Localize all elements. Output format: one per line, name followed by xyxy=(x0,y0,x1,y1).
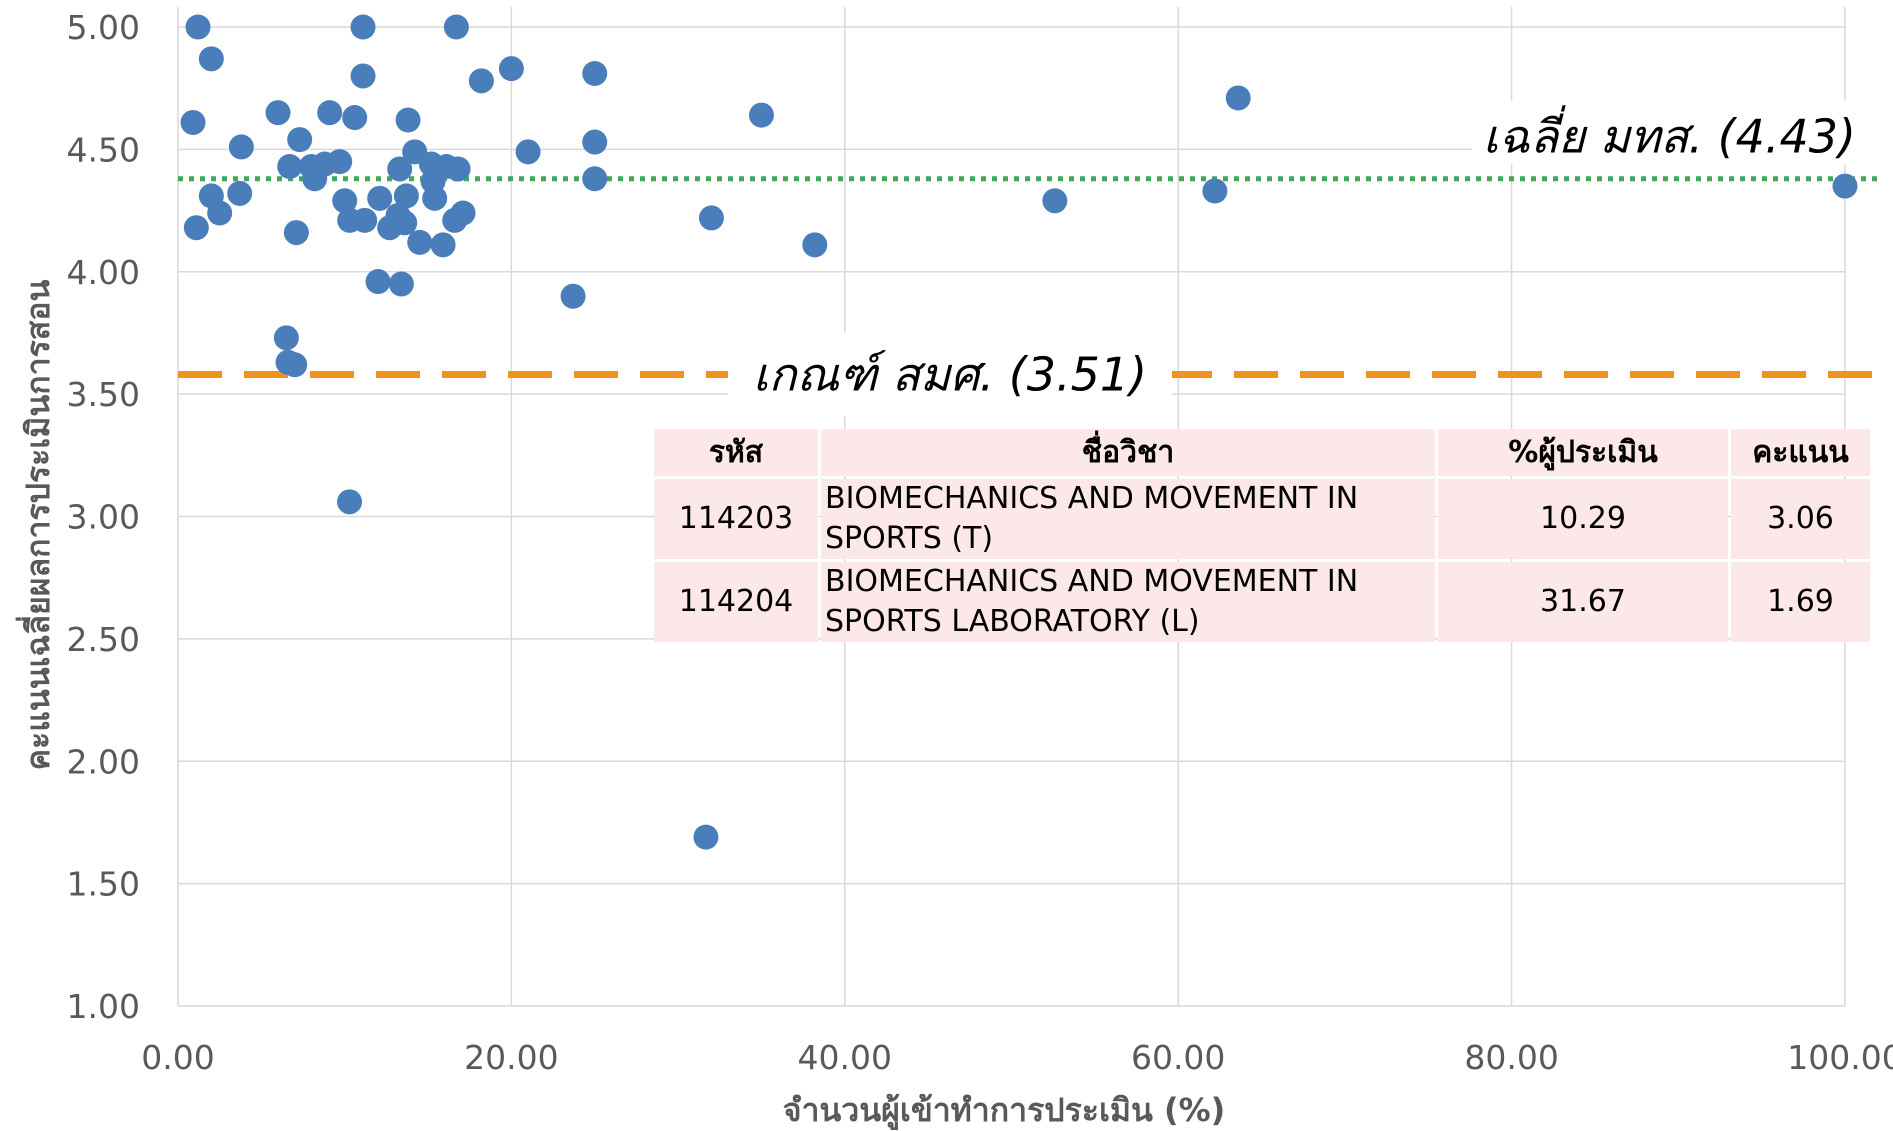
data-point xyxy=(228,134,254,160)
data-point xyxy=(1225,85,1251,111)
data-point xyxy=(227,180,253,206)
data-point xyxy=(317,100,343,126)
x-tick-label: 0.00 xyxy=(141,1038,214,1077)
data-point xyxy=(387,156,413,182)
data-point xyxy=(582,166,608,192)
data-point xyxy=(352,207,378,233)
data-point xyxy=(515,139,541,165)
data-point xyxy=(327,149,353,175)
data-point xyxy=(445,156,471,182)
cell-course-name: BIOMECHANICS AND MOVEMENT IN SPORTS (T) xyxy=(821,479,1435,559)
data-point xyxy=(395,107,421,133)
header-code: รหัส xyxy=(654,429,818,476)
data-point xyxy=(332,188,358,214)
table-header-row: รหัส ชื่อวิชา %ผู้ประเมิน คะแนน xyxy=(654,429,1870,476)
data-point xyxy=(748,102,774,128)
reference-lines: เฉลี่ย มทส. (4.43) เกณฑ์ สมศ. (3.51) xyxy=(178,100,1882,417)
data-point xyxy=(698,205,724,231)
data-point xyxy=(443,14,469,40)
data-point xyxy=(185,14,211,40)
data-point xyxy=(337,489,363,515)
cell-code: 114203 xyxy=(654,479,818,559)
data-point xyxy=(560,283,586,309)
x-tick-label: 80.00 xyxy=(1464,1038,1558,1077)
y-tick-label: 2.00 xyxy=(67,742,140,781)
x-tick-label: 60.00 xyxy=(1131,1038,1225,1077)
data-point xyxy=(1202,178,1228,204)
y-tick-label: 1.50 xyxy=(67,865,140,904)
cell-course-name: BIOMECHANICS AND MOVEMENT IN SPORTS LABO… xyxy=(821,562,1435,642)
data-point xyxy=(407,229,433,255)
data-point xyxy=(183,215,209,241)
axis-ticks: 1.00 1.50 2.00 2.50 3.00 3.50 4.00 4.50 5.00 0.00… xyxy=(67,8,1893,1077)
data-point xyxy=(1832,173,1858,199)
y-tick-label: 5.00 xyxy=(67,8,140,47)
x-axis-title: จำนวนผู้เข้าทำการประเมิน (%) xyxy=(783,1091,1226,1131)
y-tick-label: 4.50 xyxy=(67,130,140,169)
x-tick-label: 100.00 xyxy=(1787,1038,1893,1077)
data-point xyxy=(207,200,233,226)
data-point xyxy=(430,232,456,258)
data-points xyxy=(180,14,1858,850)
x-tick-label: 20.00 xyxy=(464,1038,558,1077)
y-tick-label: 4.00 xyxy=(67,253,140,292)
y-axis-title: คะแนนเฉลี่ยผลการประเมินการสอน xyxy=(15,280,57,771)
data-point xyxy=(282,352,308,378)
cell-score: 1.69 xyxy=(1731,562,1870,642)
data-point xyxy=(342,105,368,131)
cell-score: 3.06 xyxy=(1731,479,1870,559)
y-tick-label: 3.00 xyxy=(67,498,140,537)
cell-code: 114204 xyxy=(654,562,818,642)
data-point xyxy=(422,185,448,211)
data-point xyxy=(388,271,414,297)
data-point xyxy=(450,200,476,226)
criterion-label-background xyxy=(728,332,1172,417)
data-point xyxy=(1042,188,1068,214)
header-score: คะแนน xyxy=(1731,429,1870,476)
average-reference-label: เฉลี่ย มทส. (4.43) xyxy=(1483,105,1856,164)
table-row: 114203 BIOMECHANICS AND MOVEMENT IN SPOR… xyxy=(654,479,1870,559)
data-point xyxy=(198,46,224,72)
y-tick-label: 3.50 xyxy=(67,375,140,414)
data-point xyxy=(693,824,719,850)
average-label-background xyxy=(1472,100,1870,165)
data-point xyxy=(468,68,494,94)
data-point xyxy=(277,154,303,180)
y-tick-label: 2.50 xyxy=(67,620,140,659)
data-point xyxy=(582,61,608,87)
data-point xyxy=(350,14,376,40)
criterion-reference-label: เกณฑ์ สมศ. (3.51) xyxy=(753,348,1147,402)
x-tick-label: 40.00 xyxy=(798,1038,892,1077)
data-point xyxy=(393,183,419,209)
data-point xyxy=(283,220,309,246)
table-row: 114204 BIOMECHANICS AND MOVEMENT IN SPOR… xyxy=(654,562,1870,642)
data-point xyxy=(392,210,418,236)
data-point xyxy=(180,109,206,135)
header-percent: %ผู้ประเมิน xyxy=(1438,429,1728,476)
cell-percent: 10.29 xyxy=(1438,479,1728,559)
course-table-container: รหัส ชื่อวิชา %ผู้ประเมิน คะแนน 114203 B… xyxy=(651,426,1873,645)
cell-percent: 31.67 xyxy=(1438,562,1728,642)
data-point xyxy=(365,269,391,295)
y-tick-label: 1.00 xyxy=(67,987,140,1026)
data-point xyxy=(287,127,313,153)
data-point xyxy=(273,325,299,351)
data-point xyxy=(582,129,608,155)
course-table: รหัส ชื่อวิชา %ผู้ประเมิน คะแนน 114203 B… xyxy=(651,426,1873,645)
data-point xyxy=(802,232,828,258)
data-point xyxy=(350,63,376,89)
header-course-name: ชื่อวิชา xyxy=(821,429,1435,476)
data-point xyxy=(265,100,291,126)
data-point xyxy=(498,56,524,82)
data-point xyxy=(367,185,393,211)
